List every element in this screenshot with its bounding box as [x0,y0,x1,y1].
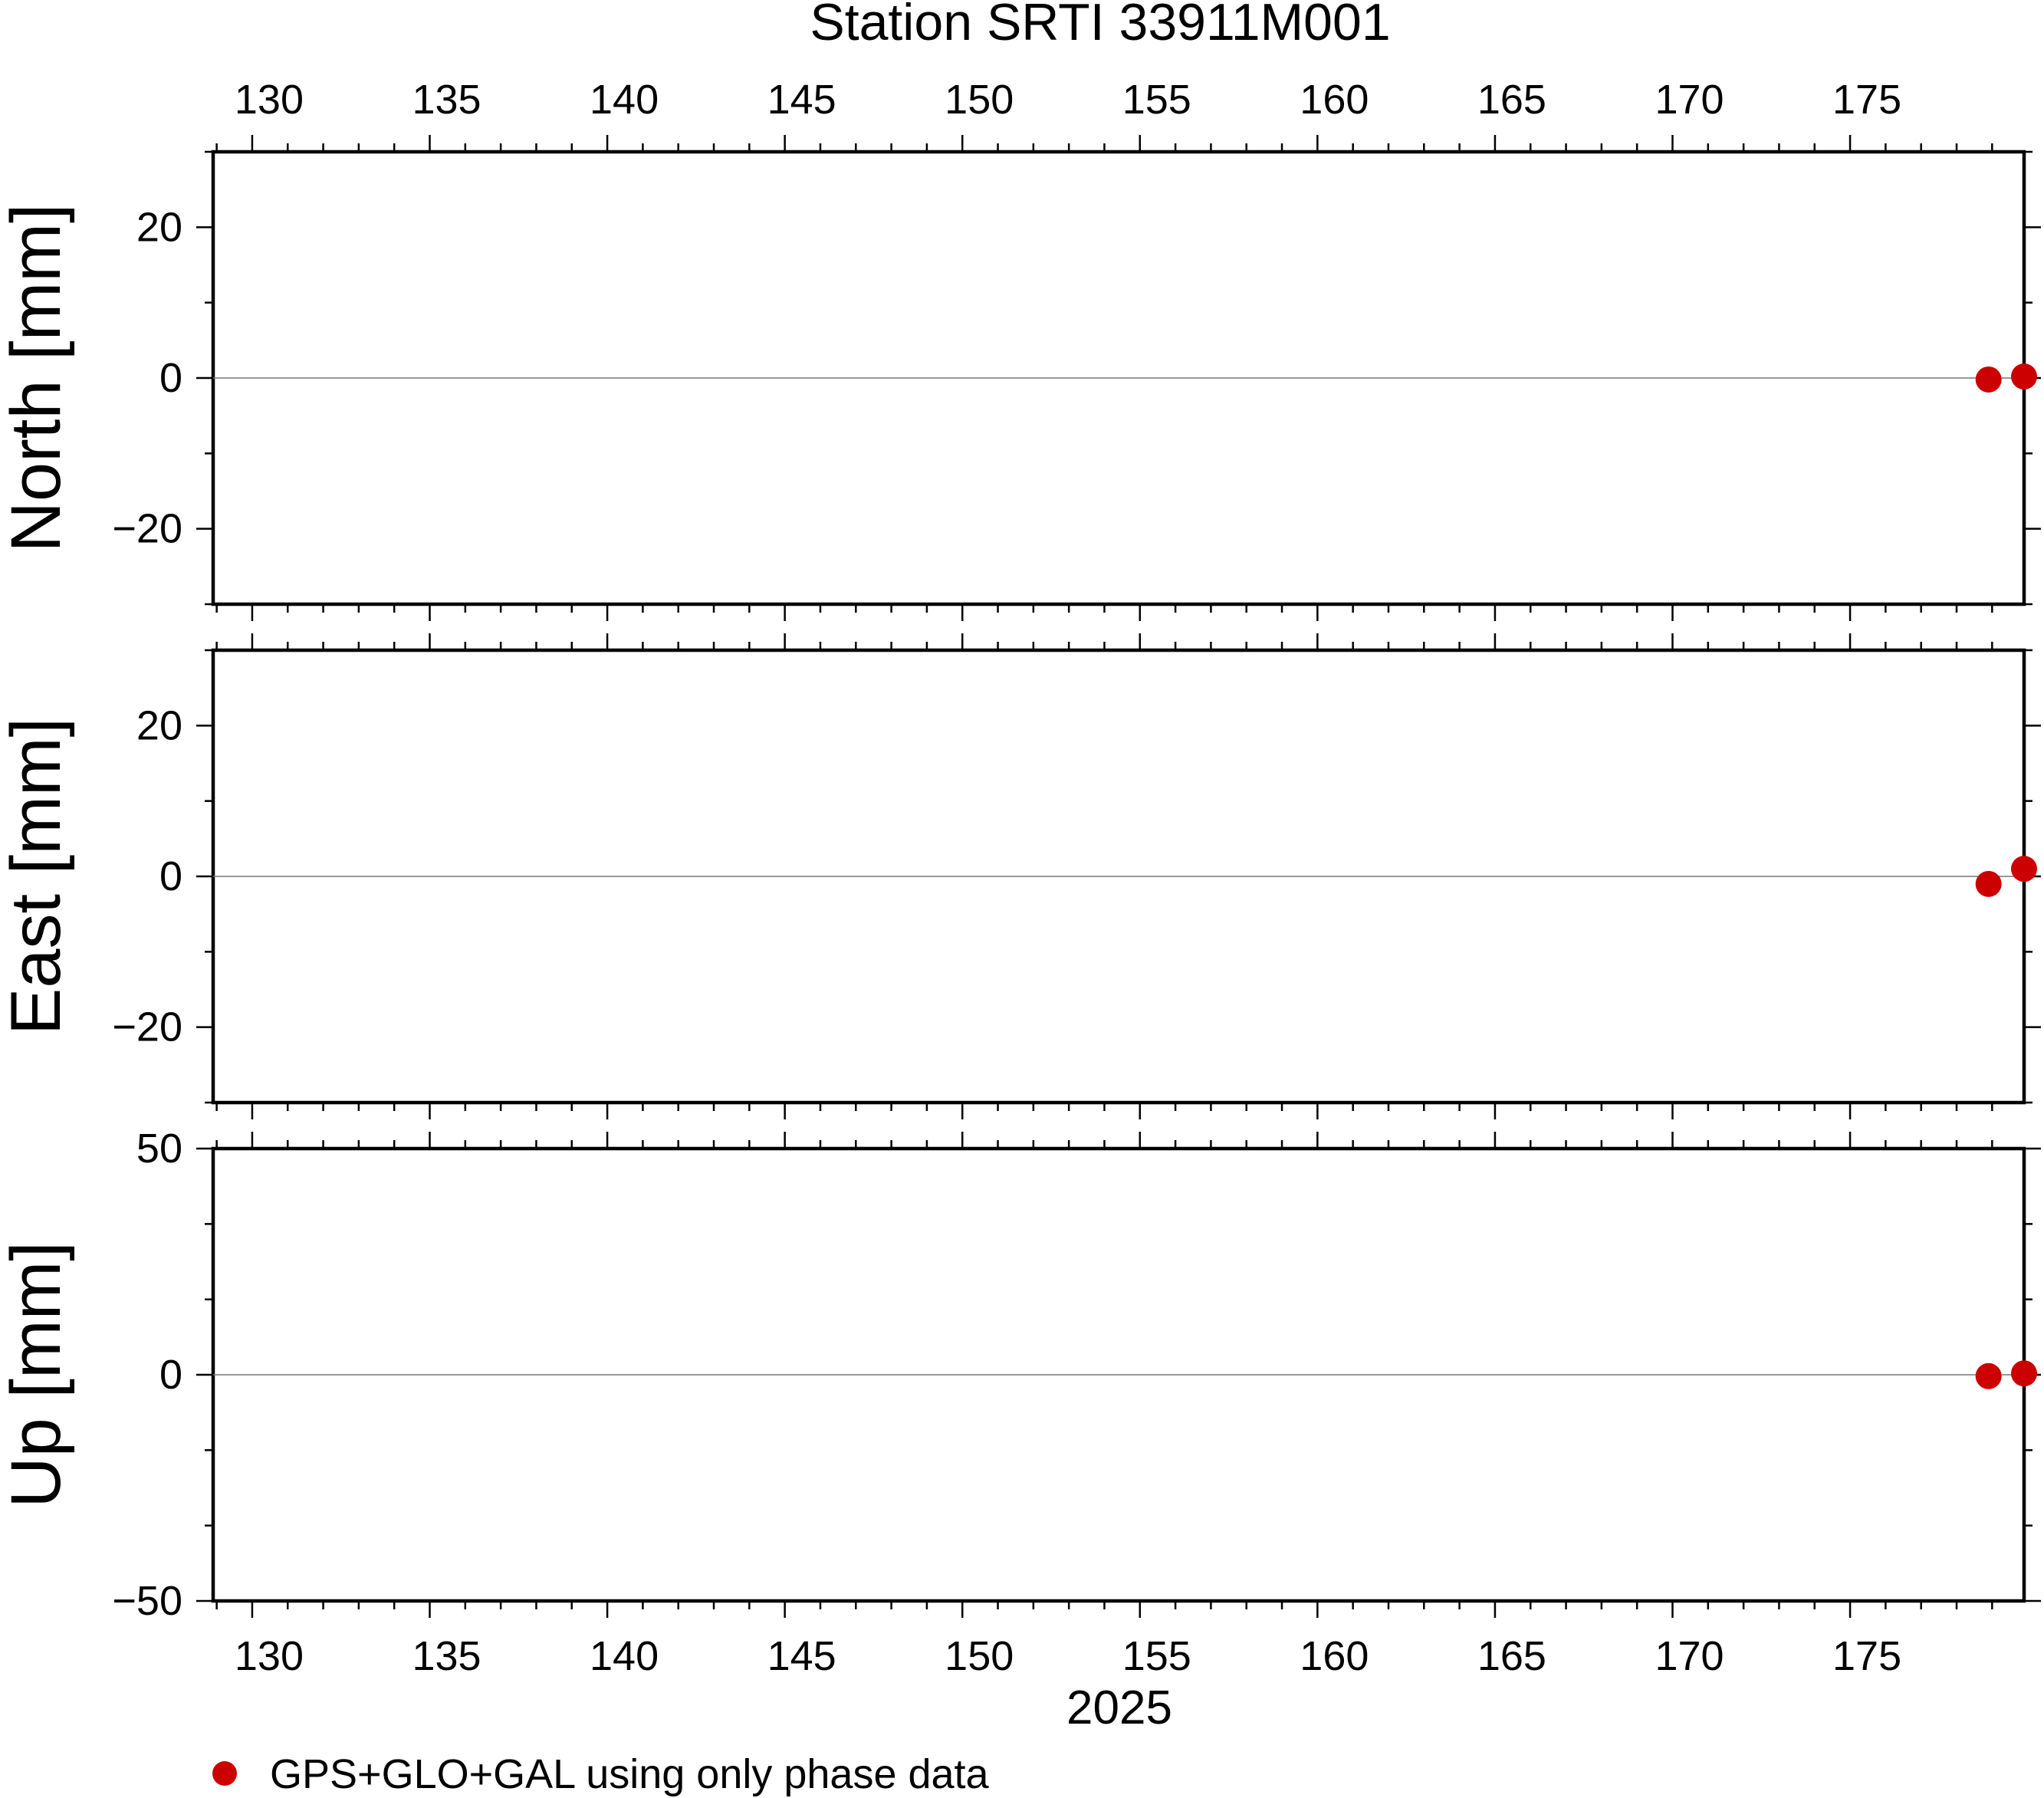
data-point [2011,856,2037,883]
data-point [2011,363,2037,390]
top-x-axis: 130 135 140 145 150 155 160 165 170 175 [235,77,1901,123]
x-tick-label-bottom: 175 [1832,1633,1901,1679]
legend-marker [212,1761,237,1786]
y-axis-label: East [mm] [0,718,75,1035]
data-point [1975,870,2002,897]
panels: 20 0 −20 North [mm] 20 0 −20 East [mm] 50 0 −50 Up … [0,135,2041,1624]
panel-3: 50 0 −50 Up [mm] [0,1126,2041,1624]
chart-title: Station SRTI 33911M001 [810,0,1390,51]
x-axis-label: 2025 [1066,1681,1172,1734]
x-tick-label-bottom: 130 [235,1633,304,1679]
y-tick-label: 0 [159,853,182,899]
x-tick-label-top: 160 [1300,77,1369,123]
legend-label: GPS+GLO+GAL using only phase data [270,1751,990,1797]
y-tick-label: −20 [112,1004,182,1050]
legend: GPS+GLO+GAL using only phase data [212,1751,990,1797]
x-tick-label-bottom: 140 [590,1633,659,1679]
x-tick-label-top: 165 [1477,77,1546,123]
data-point [1975,366,2002,393]
x-tick-label-top: 130 [235,77,304,123]
x-tick-label-bottom: 150 [945,1633,1014,1679]
x-tick-label-top: 135 [412,77,481,123]
y-tick-label: 50 [136,1126,182,1172]
x-tick-label-top: 140 [590,77,659,123]
data-point [1975,1362,2002,1389]
y-tick-label: −50 [112,1578,182,1624]
x-tick-label-top: 150 [945,77,1014,123]
x-tick-label-bottom: 145 [767,1633,836,1679]
y-axis-label: Up [mm] [0,1241,75,1508]
y-axis-label: North [mm] [0,204,75,553]
x-tick-label-bottom: 160 [1300,1633,1369,1679]
y-tick-label: 0 [159,355,182,401]
y-tick-label: 20 [136,702,182,748]
panel-1: 20 0 −20 North [mm] [0,135,2041,621]
x-tick-label-bottom: 155 [1122,1633,1191,1679]
x-tick-label-top: 175 [1832,77,1901,123]
bottom-x-axis: 130 135 140 145 150 155 160 165 170 175 [235,1633,1901,1679]
data-point [2011,1360,2037,1387]
x-tick-label-bottom: 135 [412,1633,481,1679]
y-tick-label: 20 [136,204,182,250]
x-tick-label-bottom: 170 [1655,1633,1724,1679]
x-tick-label-top: 145 [767,77,836,123]
y-tick-label: 0 [159,1352,182,1398]
x-tick-label-top: 170 [1655,77,1724,123]
x-tick-label-bottom: 165 [1477,1633,1546,1679]
x-tick-label-top: 155 [1122,77,1191,123]
panel-2: 20 0 −20 East [mm] [0,633,2041,1119]
y-tick-label: −20 [112,506,182,552]
